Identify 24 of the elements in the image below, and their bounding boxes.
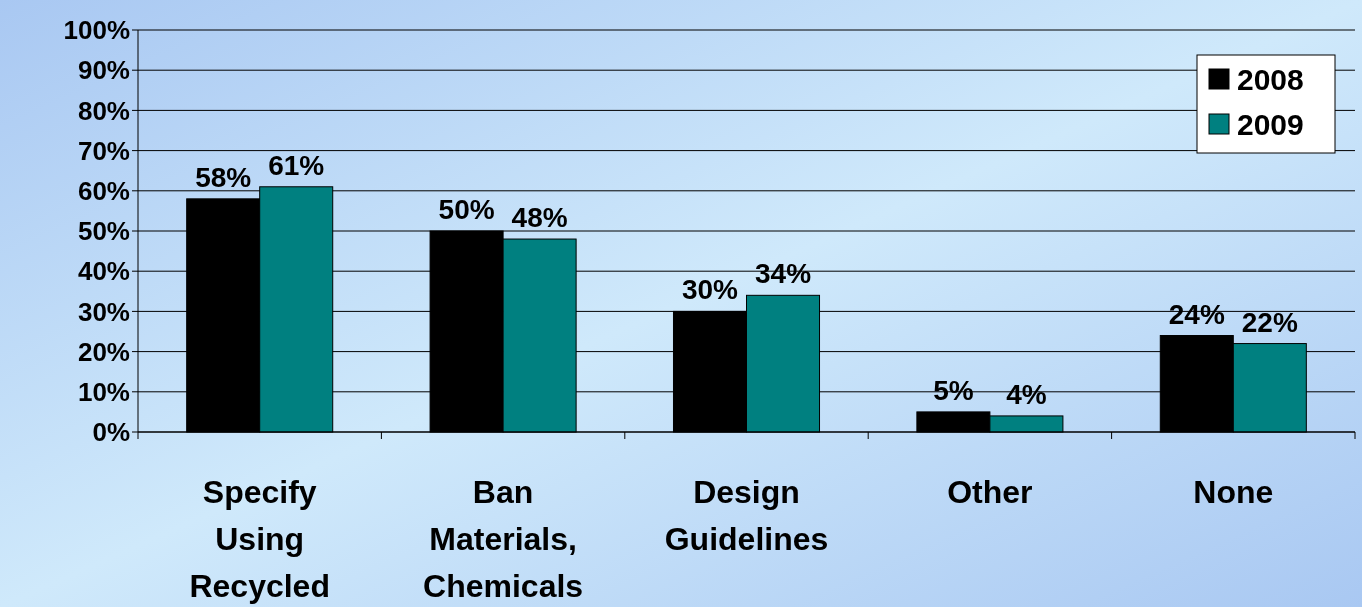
y-tick-label: 100% [63, 15, 130, 46]
x-tick-label: Specify Using Recycled [189, 474, 330, 604]
text: 50% [438, 194, 495, 225]
y-tick-label: 10% [77, 376, 130, 407]
text: 61% [268, 149, 325, 181]
y-tick-label: 70% [77, 135, 130, 166]
x-tick-label: Other [947, 474, 1033, 510]
legend-label: 2009 [1237, 107, 1304, 141]
legend-label: 2008 [1237, 62, 1304, 96]
y-tick-label: 60% [77, 175, 130, 206]
y-tick-label: 50% [77, 216, 130, 247]
y-tick-label: 30% [77, 296, 130, 327]
y-tick-label: 80% [77, 95, 130, 126]
y-tick-label: 20% [77, 336, 130, 367]
x-tick-label: None [1193, 474, 1274, 510]
x-tick-label: Ban Materials, Chemicals [423, 474, 584, 604]
y-tick-label: 0% [92, 417, 130, 448]
x-tick-label: Design Guidelines [664, 474, 829, 557]
y-tick-label: 90% [77, 55, 130, 86]
text: 30% [681, 274, 739, 306]
text: 48% [511, 202, 568, 234]
text: 58% [195, 161, 252, 193]
text: 22% [1241, 306, 1298, 338]
y-tick-label: 40% [77, 256, 130, 287]
